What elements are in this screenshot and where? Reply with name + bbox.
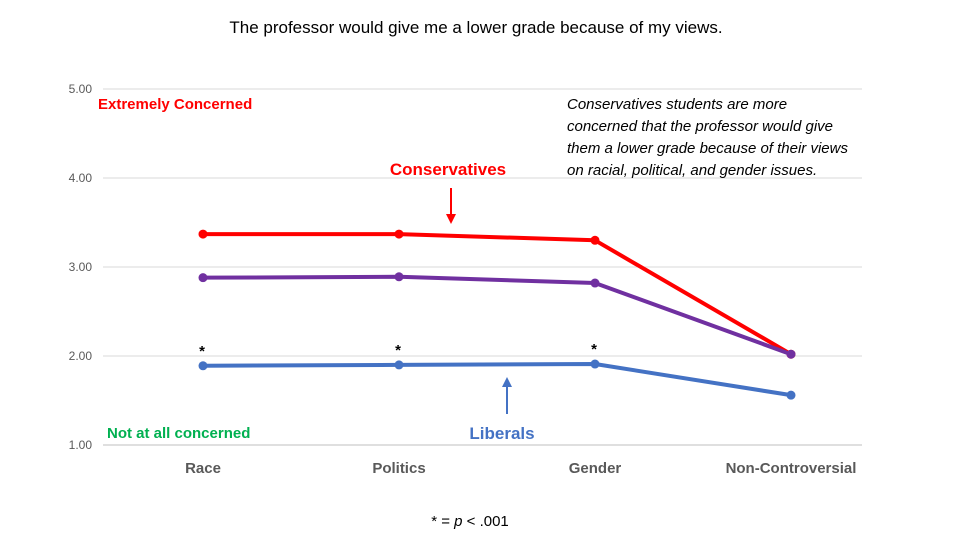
conservatives-arrow <box>446 188 456 224</box>
x-category-label: Race <box>185 460 221 477</box>
data-point <box>198 361 208 371</box>
series-line <box>203 232 793 356</box>
data-point <box>786 390 796 400</box>
y-tick-label: 1.00 <box>69 438 93 452</box>
conservatives-label: Conservatives <box>390 160 506 179</box>
liberals-arrow <box>502 377 512 414</box>
data-point <box>590 359 600 369</box>
footnote-suffix: < .001 <box>462 513 508 530</box>
annotation-note-line: concerned that the professor would give <box>567 118 833 135</box>
y-tick-label: 5.00 <box>69 82 93 96</box>
data-point <box>590 278 600 288</box>
data-point <box>198 273 208 283</box>
significance-markers: * * * <box>199 341 597 360</box>
x-category-label: Politics <box>372 460 425 477</box>
annotation-note: Conservatives students are more concerne… <box>567 96 852 179</box>
series-group <box>198 229 796 400</box>
data-point <box>394 360 404 370</box>
y-tick-label: 3.00 <box>69 260 93 274</box>
data-point <box>394 272 404 282</box>
data-point <box>590 235 600 245</box>
series-liberals <box>198 359 796 400</box>
significance-star: * <box>199 343 205 360</box>
footnote-p: p <box>453 513 462 530</box>
gridlines <box>103 88 862 446</box>
data-point <box>786 349 796 359</box>
chart-title: The professor would give me a lower grad… <box>229 18 722 37</box>
liberals-label: Liberals <box>469 424 534 443</box>
not-at-all-concerned-label: Not at all concerned <box>107 425 250 442</box>
annotation-note-line: Conservatives students are more <box>567 96 787 113</box>
series-line <box>202 362 792 398</box>
series-line <box>202 274 792 357</box>
data-point <box>394 229 404 239</box>
significance-star: * <box>395 342 401 359</box>
footnote-prefix: * = <box>431 513 454 530</box>
significance-star: * <box>591 341 597 358</box>
x-category-label: Non-Controversial <box>726 460 857 477</box>
footnote: * = p < .001 <box>431 513 509 530</box>
extremely-concerned-label: Extremely Concerned <box>98 96 252 113</box>
data-point <box>198 229 208 239</box>
y-tick-label: 4.00 <box>69 171 93 185</box>
y-tick-label: 2.00 <box>69 349 93 363</box>
x-axis-categories: Race Politics Gender Non-Controversial <box>185 460 856 477</box>
annotation-note-line: them a lower grade because of their view… <box>567 140 848 157</box>
annotation-note-line: on racial, political, and gender issues. <box>567 162 817 179</box>
series-overall <box>198 272 796 359</box>
x-category-label: Gender <box>569 460 622 477</box>
y-axis-ticks: 1.00 2.00 3.00 4.00 5.00 <box>69 82 93 452</box>
series-conservatives <box>198 229 796 359</box>
